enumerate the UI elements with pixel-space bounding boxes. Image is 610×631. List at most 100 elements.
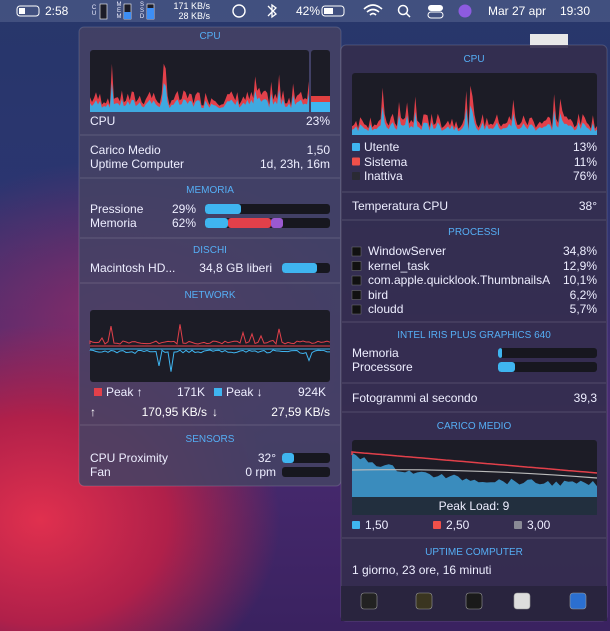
meter-fill bbox=[498, 348, 502, 358]
process-icon bbox=[351, 304, 362, 315]
label: 6,2% bbox=[569, 287, 597, 302]
label: 1 giorno, 23 ore, 16 minuti bbox=[352, 563, 492, 577]
label: CPU bbox=[90, 114, 116, 128]
legend-swatch bbox=[433, 521, 441, 529]
label: bird bbox=[368, 287, 389, 302]
legend-swatch bbox=[352, 521, 360, 529]
meter bbox=[205, 218, 330, 228]
legend-swatch bbox=[514, 521, 522, 529]
net-up bbox=[89, 324, 331, 346]
cpu-graph-bg-right bbox=[352, 73, 597, 135]
date: Mar 27 apr bbox=[488, 4, 547, 18]
meter-label: SSD bbox=[139, 2, 145, 20]
siri-icon[interactable] bbox=[458, 4, 472, 18]
label: 76% bbox=[572, 169, 597, 183]
meter-fill bbox=[205, 218, 229, 228]
meter bbox=[282, 263, 330, 273]
wifi-icon[interactable] bbox=[363, 4, 383, 16]
meter-fill bbox=[282, 263, 317, 273]
label: 924K bbox=[297, 385, 326, 399]
process-icon bbox=[351, 246, 362, 257]
section-title: SENSORS bbox=[185, 434, 235, 445]
meter bbox=[282, 453, 330, 463]
section-title: CPU bbox=[463, 54, 485, 65]
battery-icon-right bbox=[321, 5, 345, 17]
label: ↑ bbox=[90, 405, 96, 419]
net-up-rate: 171 KB/s bbox=[173, 1, 210, 11]
meter-fill bbox=[282, 453, 294, 463]
battery-icon bbox=[16, 5, 40, 17]
label: 29% bbox=[171, 202, 196, 216]
label: 0 rpm bbox=[245, 465, 276, 479]
label: Temperatura CPU bbox=[352, 199, 449, 213]
search-handle bbox=[405, 12, 411, 18]
toolbar-button[interactable] bbox=[360, 592, 378, 610]
section-title: DISCHI bbox=[193, 245, 227, 256]
label: 170,95 KB/s bbox=[141, 405, 207, 419]
label: Fan bbox=[90, 465, 111, 479]
graph-user bbox=[90, 83, 309, 112]
control-center-icon[interactable] bbox=[428, 5, 443, 11]
time-machine-icon[interactable] bbox=[232, 4, 246, 18]
load-peak-bg bbox=[352, 497, 597, 515]
toolbar-button[interactable] bbox=[415, 592, 433, 610]
net-down-rate: 28 KB/s bbox=[178, 11, 210, 21]
label: Inattiva bbox=[364, 169, 403, 183]
meter bbox=[282, 467, 330, 477]
label: Utente bbox=[364, 140, 400, 154]
section-title: CPU bbox=[199, 31, 221, 42]
legend-swatch bbox=[352, 157, 360, 166]
net-down bbox=[89, 349, 331, 372]
label: 5,7% bbox=[569, 302, 597, 316]
process-icon bbox=[351, 275, 362, 286]
label: Peak ↓ bbox=[226, 385, 263, 399]
mem-meter-fill bbox=[124, 12, 131, 19]
label: 23% bbox=[305, 114, 330, 128]
label: 3,00 bbox=[527, 518, 551, 532]
meter-label: MEM bbox=[116, 2, 122, 20]
label: 34,8% bbox=[562, 244, 597, 258]
search-icon[interactable] bbox=[397, 4, 409, 16]
clock: 19:30 bbox=[560, 4, 591, 18]
label: Memoria bbox=[90, 216, 137, 230]
load-red bbox=[351, 451, 598, 474]
battery-level-right bbox=[324, 8, 333, 14]
label: com.apple.quicklook.ThumbnailsA bbox=[368, 273, 551, 287]
label: Fotogrammi al secondo bbox=[352, 391, 478, 405]
legend-swatch bbox=[352, 172, 360, 180]
process-icon bbox=[351, 261, 362, 271]
section-title: INTEL IRIS PLUS GRAPHICS 640 bbox=[397, 330, 551, 341]
meter-fill bbox=[498, 362, 515, 372]
toolbar-button[interactable] bbox=[465, 592, 483, 610]
legend-swatch bbox=[352, 143, 360, 151]
desktop-file-icon[interactable] bbox=[530, 34, 568, 48]
section-title: UPTIME COMPUTER bbox=[425, 547, 523, 558]
label: WindowServer bbox=[368, 244, 447, 258]
section-title: CARICO MEDIO bbox=[436, 421, 512, 432]
label: 62% bbox=[171, 216, 196, 230]
label: 171K bbox=[176, 385, 205, 399]
label: 32° bbox=[257, 451, 276, 465]
label: Sistema bbox=[364, 154, 408, 169]
label: 39,3 bbox=[573, 391, 597, 405]
meter bbox=[498, 348, 597, 358]
label: kernel_task bbox=[368, 258, 430, 273]
toolbar-button[interactable] bbox=[513, 592, 531, 610]
meter bbox=[498, 362, 597, 372]
battery-percent: 42% bbox=[296, 4, 321, 18]
toolbar-button[interactable] bbox=[569, 592, 587, 610]
label: Macintosh HD... bbox=[90, 261, 176, 275]
label: 2,50 bbox=[446, 518, 470, 532]
label: 1,50 bbox=[365, 518, 389, 532]
meter-fill bbox=[270, 218, 283, 228]
meter-label: CU bbox=[91, 5, 97, 17]
label: 38° bbox=[578, 199, 597, 213]
bluetooth-icon[interactable] bbox=[267, 3, 277, 19]
legend-swatch bbox=[94, 388, 102, 396]
meter-fill bbox=[205, 204, 242, 214]
section-title: MEMORIA bbox=[186, 185, 234, 196]
label: Pressione bbox=[90, 202, 144, 216]
label: 11% bbox=[573, 154, 597, 169]
